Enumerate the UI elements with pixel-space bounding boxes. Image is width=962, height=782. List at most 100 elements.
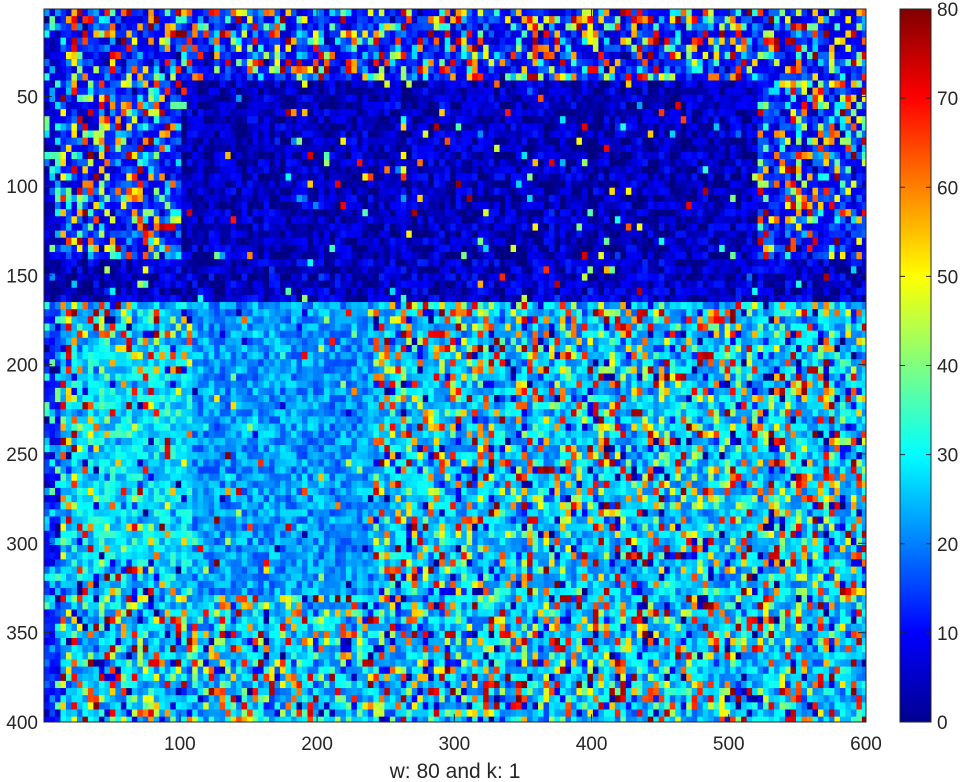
heatmap-cell [87, 59, 94, 67]
heatmap-cell [543, 66, 550, 74]
heatmap-cell [752, 66, 759, 74]
heatmap-cell [450, 173, 457, 182]
heatmap-cell [236, 44, 243, 53]
heatmap-cell [93, 237, 100, 246]
heatmap-cell [76, 173, 84, 182]
heatmap-cell [845, 44, 852, 53]
heatmap-cell [625, 101, 632, 110]
heatmap-cell [285, 87, 292, 96]
heatmap-cell [521, 101, 528, 110]
heatmap-cell [691, 87, 698, 96]
heatmap-cell [598, 144, 605, 153]
heatmap-cell [109, 94, 116, 103]
heatmap-cell [208, 94, 215, 103]
heatmap-cell [406, 94, 413, 103]
heatmap-cell [109, 201, 116, 210]
heatmap-cell [148, 201, 155, 210]
heatmap-cell [60, 209, 67, 217]
heatmap-cell [499, 44, 506, 53]
heatmap-cell [653, 80, 660, 89]
heatmap-cell [823, 66, 830, 74]
heatmap-cell [439, 216, 446, 225]
heatmap-cell [554, 187, 561, 196]
heatmap-cell [236, 244, 243, 253]
heatmap-cell [329, 144, 336, 153]
heatmap-cell [274, 130, 281, 139]
heatmap-cell [697, 123, 704, 132]
heatmap-cell [406, 223, 413, 232]
heatmap-cell [724, 87, 731, 96]
heatmap-cell [483, 59, 490, 67]
heatmap-cell [680, 101, 687, 110]
heatmap-cell [719, 159, 726, 167]
heatmap-cell [483, 187, 490, 196]
heatmap-cell [647, 30, 654, 39]
heatmap-cell [422, 216, 429, 225]
heatmap-cell [581, 123, 589, 132]
heatmap-cell [477, 223, 484, 232]
heatmap-cell [658, 23, 665, 32]
heatmap-cell [197, 101, 204, 110]
heatmap-cell [312, 123, 320, 132]
heatmap-cell [636, 201, 643, 210]
heatmap-cell [98, 187, 105, 196]
heatmap-cell [763, 51, 770, 60]
heatmap-cell [828, 159, 836, 167]
heatmap-cell [329, 94, 336, 103]
heatmap-cell [647, 159, 654, 167]
heatmap-cell [164, 130, 171, 139]
heatmap-cell [554, 123, 561, 132]
heatmap-cell [104, 94, 111, 103]
heatmap-cell [817, 16, 825, 24]
heatmap-cell [131, 23, 138, 32]
heatmap-cell [65, 166, 73, 174]
heatmap-cell [697, 101, 704, 110]
heatmap-cell [98, 216, 105, 225]
heatmap-cell [417, 209, 424, 217]
heatmap-cell [642, 59, 649, 67]
heatmap-cell [356, 223, 363, 232]
heatmap-cell [834, 51, 841, 60]
heatmap-cell [329, 73, 336, 82]
heatmap-cell [422, 144, 429, 153]
heatmap-cell [658, 230, 665, 239]
heatmap-cell [461, 30, 468, 39]
heatmap-cell [856, 109, 863, 117]
heatmap-cell [137, 151, 144, 160]
heatmap-cell [356, 44, 363, 53]
heatmap-cell [850, 66, 857, 74]
heatmap-cell [208, 201, 215, 210]
heatmap-cell [439, 109, 446, 117]
heatmap-cell [148, 130, 155, 139]
heatmap-cell [148, 37, 155, 46]
heatmap-cell [658, 144, 665, 153]
heatmap-cell [60, 151, 67, 160]
heatmap-cell [774, 9, 781, 17]
heatmap-cell [658, 216, 665, 225]
heatmap-cell [400, 23, 407, 32]
heatmap-cell [197, 201, 204, 210]
heatmap-cell [620, 37, 627, 46]
heatmap-cell [400, 230, 407, 239]
heatmap-cell [98, 37, 105, 46]
heatmap-cell [323, 109, 331, 117]
heatmap-cell [527, 116, 534, 124]
heatmap-cell [845, 37, 852, 46]
heatmap-cell [230, 44, 237, 53]
heatmap-cell [120, 37, 127, 46]
heatmap-cell [120, 216, 127, 225]
heatmap-cell [510, 109, 517, 117]
heatmap-cell [839, 201, 847, 210]
heatmap-cell [691, 230, 698, 239]
heatmap-cell [581, 80, 589, 89]
heatmap-cell [527, 101, 534, 110]
heatmap-cell [779, 94, 786, 103]
heatmap-cell [175, 144, 182, 153]
heatmap-cell [280, 144, 287, 153]
heatmap-cell [719, 94, 726, 103]
heatmap-cell [587, 137, 594, 146]
heatmap-cell [356, 87, 363, 96]
heatmap-cell [181, 144, 188, 153]
heatmap-cell [49, 194, 56, 203]
heatmap-cell [422, 116, 429, 124]
